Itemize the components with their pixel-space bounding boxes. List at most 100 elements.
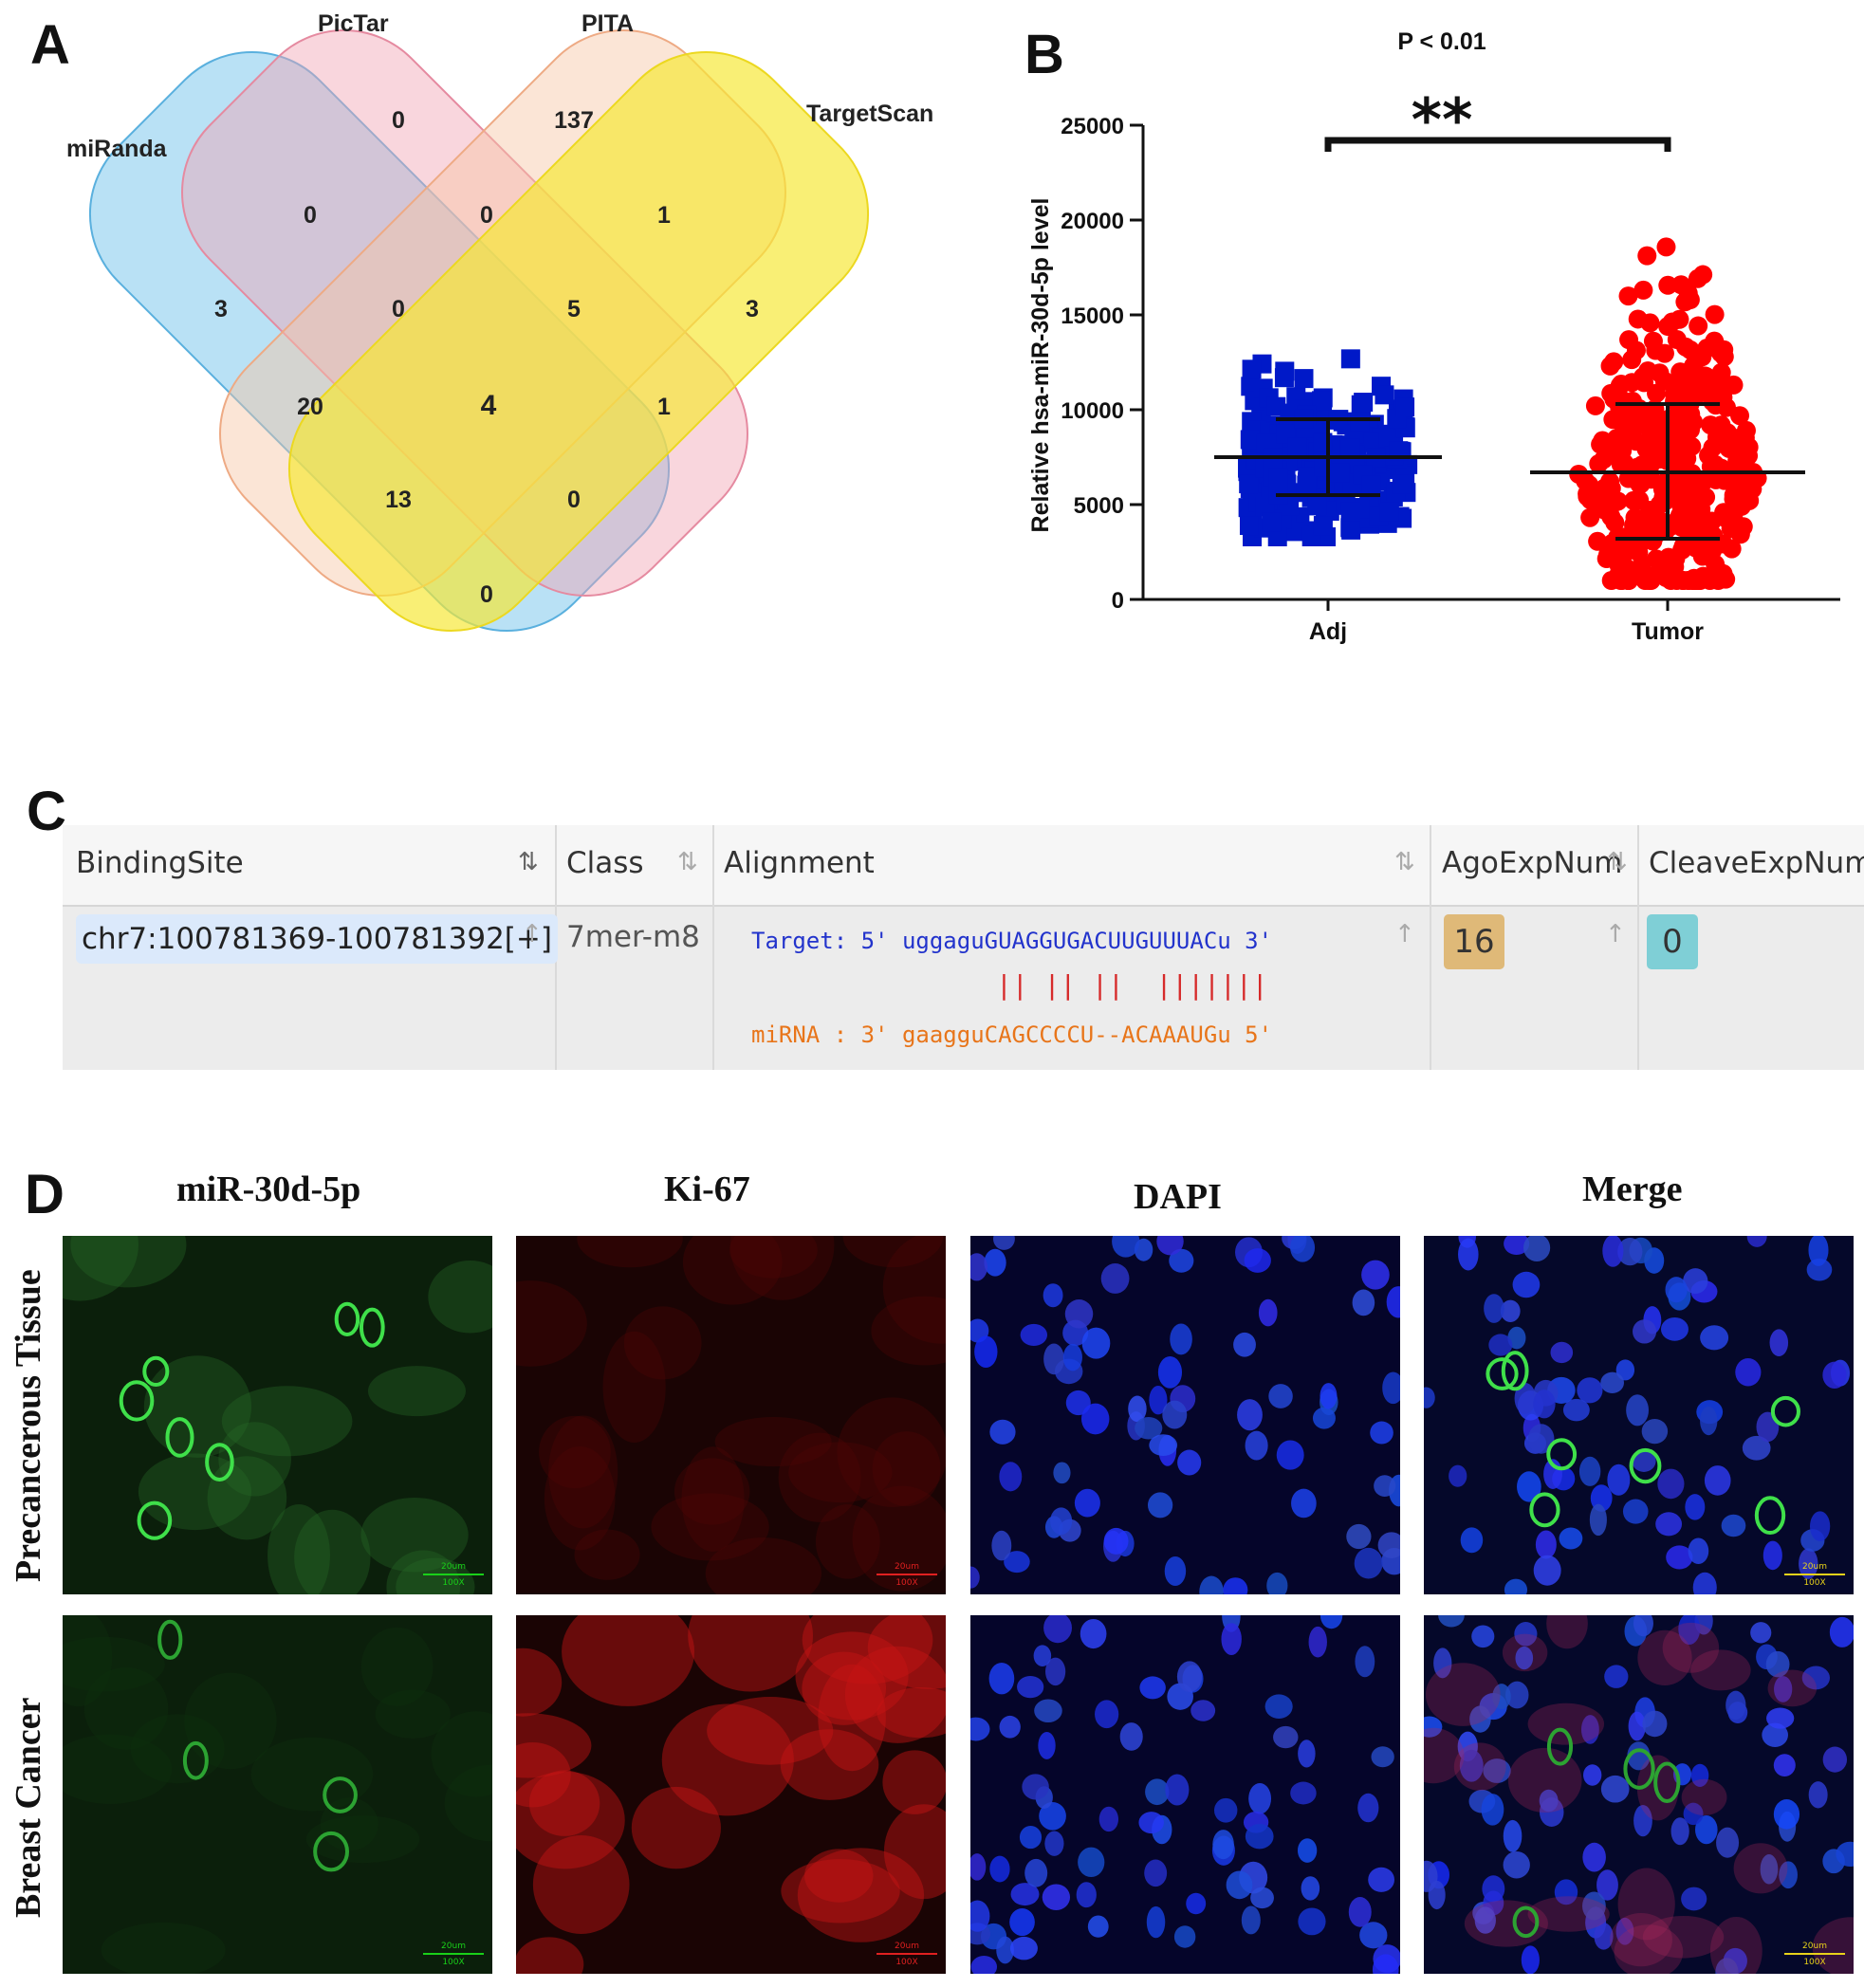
venn-region-count: 1 — [657, 202, 671, 229]
panel-label-a: A — [30, 14, 70, 76]
venn-region-count: 0 — [392, 107, 405, 134]
venn-region-count: 3 — [746, 296, 759, 322]
column-header-agoexpnum[interactable]: AgoExpNum — [1442, 846, 1623, 880]
alignment-mirna-line: miRNA : 3' gaagguCAGCCCCU--ACAAAUGu 5' — [751, 1022, 1273, 1048]
venn-set-label-miranda: miRanda — [66, 136, 168, 162]
sort-icon[interactable]: ⇅ — [518, 848, 539, 876]
data-point — [1714, 470, 1734, 490]
data-point — [1307, 496, 1327, 516]
scale-bar — [1784, 1574, 1845, 1575]
column-title-ki67: Ki-67 — [664, 1169, 750, 1209]
y-tick-label: 5000 — [1074, 493, 1124, 519]
chart-significance: ** — [1412, 85, 1473, 155]
x-tick-label: Tumor — [1632, 618, 1704, 645]
data-point — [1392, 474, 1412, 494]
micrograph-image — [516, 1236, 946, 1594]
alignment-target-line: Target: 5' uggaguGUAGGUGACUUGUUUACu 3' — [751, 928, 1273, 954]
data-point — [1607, 429, 1627, 449]
venn-set-label-pictar: PicTar — [318, 10, 389, 37]
binding-site-cell[interactable]: chr7:100781369-100781392[+] — [76, 914, 558, 964]
data-point — [1340, 349, 1360, 369]
sort-arrow-icon: ↑ — [522, 920, 543, 948]
y-axis-label: Relative hsa-miR-30d-5p level — [1027, 198, 1054, 533]
data-point — [1600, 471, 1620, 491]
micrograph-image — [1424, 1236, 1854, 1594]
data-point — [1650, 363, 1670, 383]
data-point — [1628, 309, 1648, 329]
column-header-bindingsite[interactable]: BindingSite — [76, 846, 244, 880]
data-point — [1658, 275, 1678, 295]
data-point — [1673, 536, 1693, 556]
column-title-merge: Merge — [1582, 1169, 1683, 1209]
data-point — [1637, 246, 1657, 266]
data-point — [1648, 438, 1668, 458]
micrograph-image — [63, 1615, 492, 1974]
data-point — [1641, 571, 1661, 590]
data-point — [1696, 488, 1716, 507]
data-point — [1375, 385, 1394, 405]
data-point — [1666, 483, 1686, 503]
venn-region-count: 0 — [480, 581, 493, 608]
data-point — [1735, 428, 1755, 448]
data-point — [1643, 331, 1663, 351]
class-value: 7mer-m8 — [566, 920, 700, 954]
y-tick-label: 15000 — [1061, 304, 1124, 329]
data-point — [1268, 468, 1288, 488]
magnification-label: 100X — [442, 1958, 465, 1967]
venn-region-count: 5 — [567, 296, 581, 322]
panel-label-b: B — [1024, 24, 1064, 85]
table-header — [63, 825, 1864, 907]
ago-exp-num-badge[interactable]: 16 — [1444, 914, 1504, 969]
micrograph-image — [970, 1236, 1400, 1594]
venn-region-count: 13 — [385, 487, 412, 513]
scale-bar-label: 20um — [441, 1562, 466, 1572]
column-header-class[interactable]: Class — [566, 846, 644, 880]
column-divider — [712, 825, 714, 1070]
data-point — [1589, 454, 1609, 474]
x-tick-label: Adj — [1309, 618, 1347, 645]
data-point — [1262, 512, 1282, 532]
y-tick-label: 0 — [1112, 588, 1124, 614]
data-point — [1689, 316, 1708, 336]
sort-icon[interactable]: ⇅ — [1607, 848, 1628, 876]
data-point — [1625, 566, 1645, 586]
data-point — [1667, 330, 1687, 350]
data-point — [1684, 413, 1704, 433]
venn-region-count: 0 — [567, 487, 581, 513]
column-divider — [1430, 825, 1431, 1070]
venn-set-label-pita: PITA — [581, 10, 634, 37]
cleave-exp-num-badge[interactable]: 0 — [1647, 914, 1698, 969]
data-point — [1608, 491, 1628, 511]
venn-shapes — [88, 29, 870, 633]
sort-icon[interactable]: ⇅ — [677, 848, 698, 876]
column-header-cleaveexpnum[interactable]: CleaveExpNum — [1649, 846, 1864, 880]
magnification-label: 100X — [1803, 1958, 1826, 1967]
data-point — [1693, 265, 1713, 285]
data-point — [1605, 513, 1625, 533]
data-point — [1354, 393, 1374, 413]
data-point — [1633, 280, 1653, 300]
panel-label-c: C — [27, 781, 66, 842]
micrograph-image — [516, 1615, 946, 1974]
venn-region-count: 1 — [657, 394, 671, 420]
column-title-mir30d: miR-30d-5p — [176, 1169, 361, 1209]
venn-region-count: 4 — [481, 390, 497, 421]
data-point — [1689, 510, 1708, 530]
data-point — [1711, 362, 1731, 382]
data-point — [1640, 500, 1660, 520]
data-point — [1684, 356, 1704, 376]
magnification-label: 100X — [1803, 1578, 1826, 1588]
scale-bar — [423, 1574, 484, 1575]
magnification-label: 100X — [442, 1578, 465, 1588]
column-header-alignment[interactable]: Alignment — [724, 846, 875, 880]
data-point — [1647, 383, 1667, 403]
data-point — [1341, 520, 1361, 540]
data-point — [1340, 502, 1360, 522]
y-tick-label: 20000 — [1061, 209, 1124, 234]
chart-annotation-p-value: P < 0.01 — [1397, 28, 1486, 55]
data-point — [1656, 568, 1676, 588]
data-point — [1692, 546, 1712, 566]
sort-icon[interactable]: ⇅ — [1394, 848, 1415, 876]
sort-arrow-icon: ↑ — [1605, 920, 1626, 948]
y-tick-label: 10000 — [1061, 398, 1124, 424]
